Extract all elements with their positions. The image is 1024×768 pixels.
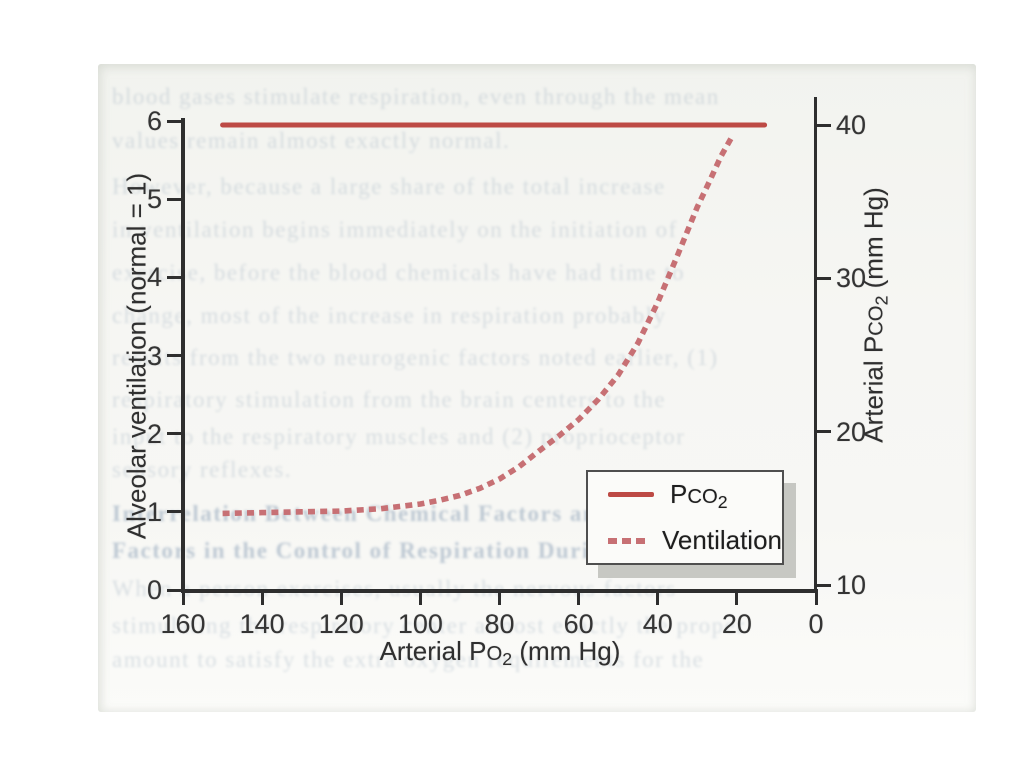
x-tick-label: 20: [721, 609, 752, 639]
right-y-axis-title: Arterial PCO2 (mm Hg): [858, 187, 892, 443]
legend-entry-pco2: PCO2: [608, 479, 782, 512]
x-tick-label: 140: [239, 609, 285, 639]
x-tick: [260, 592, 264, 605]
legend-label-ventilation: Ventilation: [662, 525, 782, 555]
left-y-axis-line: [181, 118, 185, 592]
left-y-tick-label: 0: [146, 575, 162, 605]
x-tick-label: 100: [397, 609, 443, 639]
right-y-tick: [816, 583, 831, 587]
bleedthrough-text-line: When a person exercises, usually the ner…: [112, 576, 675, 601]
x-tick: [181, 592, 185, 605]
bleedthrough-text-line: Factors in the Control of Respiration Du…: [112, 538, 727, 563]
left-y-tick: [167, 432, 182, 436]
left-y-tick-label: 6: [146, 106, 162, 136]
x-tick-label: 40: [642, 609, 673, 639]
bleedthrough-text-line: input to the respiratory muscles and (2)…: [112, 424, 686, 449]
right-y-axis-line: [814, 97, 817, 592]
pco2-line-swatch-icon: [608, 492, 654, 497]
ventilation-line-swatch-icon: [608, 537, 647, 544]
right-y-tick: [816, 430, 831, 434]
bleedthrough-text-line: change, most of the increase in respirat…: [112, 303, 667, 328]
right-y-tick-label: 10: [836, 570, 867, 600]
x-tick-label: 0: [808, 609, 824, 639]
x-tick: [418, 592, 422, 605]
left-y-tick: [167, 197, 182, 201]
right-y-tick-label: 20: [836, 416, 867, 447]
x-tick-label: 80: [484, 609, 515, 639]
left-y-axis-title: Alveolar ventilation (normal = 1): [121, 172, 152, 540]
x-axis-title: Arterial PO2 (mm Hg): [379, 636, 621, 669]
legend-label-pco2: PCO2: [670, 479, 728, 512]
right-y-tick-label: 40: [836, 110, 867, 140]
x-axis-line: [181, 589, 818, 593]
left-y-tick-label: 3: [146, 340, 162, 371]
bleedthrough-text-line: results from the two neurogenic factors …: [112, 345, 719, 370]
bleedthrough-text-line: stimulating the respiratory center almos…: [112, 613, 746, 638]
x-tick: [814, 592, 818, 605]
x-tick: [656, 592, 660, 605]
left-y-tick: [167, 119, 182, 123]
right-y-tick: [816, 276, 831, 280]
left-y-tick: [167, 354, 182, 357]
left-y-tick: [167, 588, 182, 592]
x-tick: [577, 592, 581, 605]
legend-entry-ventilation: Ventilation: [608, 525, 782, 556]
left-y-tick: [167, 510, 182, 514]
bleedthrough-text-line: Interrelation Between Chemical Factors a…: [112, 501, 712, 526]
x-tick-label: 120: [318, 609, 364, 639]
bleedthrough-text-line: in ventilation begins immediately on the…: [112, 217, 678, 242]
x-tick-label: 160: [160, 609, 206, 639]
left-y-tick-label: 4: [146, 262, 162, 293]
bleedthrough-text-line: respiratory stimulation from the brain c…: [112, 387, 667, 412]
x-tick: [735, 592, 739, 605]
bleedthrough-text-line: blood gases stimulate respiration, even …: [112, 84, 720, 109]
bleedthrough-text-line: values remain almost exactly normal.: [112, 128, 511, 153]
right-y-tick-label: 30: [836, 263, 867, 294]
right-y-tick: [816, 123, 831, 127]
bleedthrough-text-line: sensory reflexes.: [112, 457, 293, 482]
legend-box: PCO2 Ventilation: [586, 470, 784, 565]
bleedthrough-text-line: However, because a large share of the to…: [112, 174, 666, 199]
left-y-tick: [167, 275, 182, 279]
x-tick: [339, 592, 343, 605]
left-y-tick-label: 5: [146, 184, 162, 215]
left-y-tick-label: 2: [146, 418, 162, 449]
x-tick-label: 60: [563, 609, 594, 639]
bleedthrough-text-line: amount to satisfy the extra oxygen requi…: [112, 647, 705, 672]
bleedthrough-text-line: exercise, before the blood chemicals hav…: [112, 260, 686, 285]
x-tick: [498, 592, 501, 605]
left-y-tick-label: 1: [146, 496, 162, 527]
